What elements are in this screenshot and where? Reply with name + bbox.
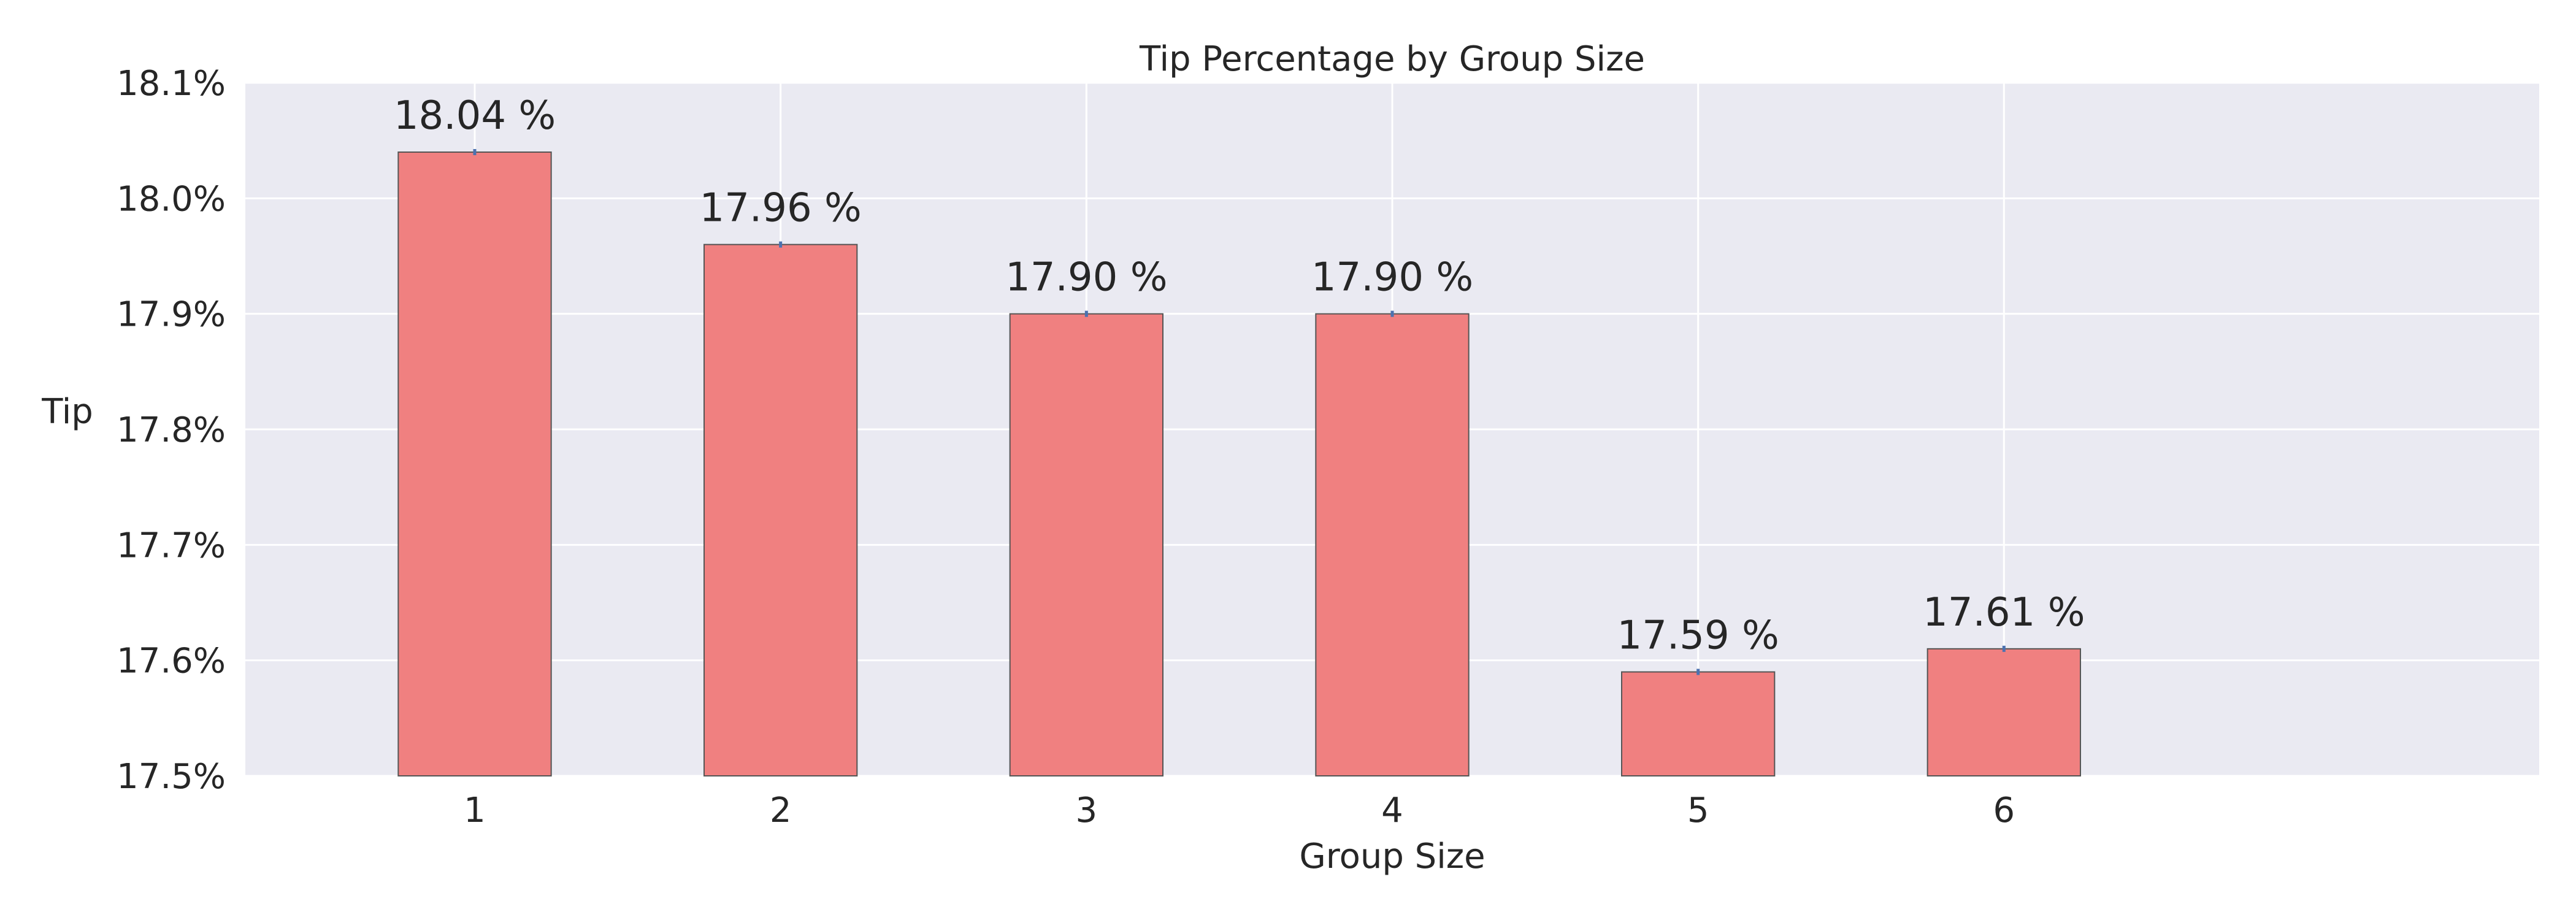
y-tick-label: 17.9%: [117, 295, 226, 335]
x-axis-ticks: 1 2 3 4 5 6: [464, 791, 2015, 830]
bar: [1621, 671, 1776, 776]
x-tick-label: 6: [1993, 791, 2015, 830]
x-tick-label: 4: [1381, 791, 1403, 830]
data-label: 18.04 %: [394, 93, 556, 139]
bar: [1009, 313, 1163, 776]
y-tick-label: 18.1%: [117, 64, 226, 104]
data-label: 17.61 %: [1923, 590, 2085, 635]
data-label: 17.90 %: [1311, 255, 1473, 301]
bars: [397, 151, 2082, 777]
y-tick-label: 17.8%: [117, 410, 226, 450]
x-axis-label: Group Size: [1299, 837, 1485, 876]
error-bars: [473, 149, 2006, 675]
data-labels: 18.04 % 17.96 % 17.90 % 17.90 % 17.59 % 17.61…: [394, 93, 2085, 659]
data-label: 17.96 %: [699, 186, 861, 231]
y-axis-label: Tip: [41, 392, 93, 432]
x-tick-label: 5: [1687, 791, 1709, 830]
data-label: 17.90 %: [1005, 255, 1167, 301]
y-axis-ticks: 17.5% 17.6% 17.7% 17.8% 17.9% 18.0% 18.1%: [117, 64, 226, 797]
chart-title: Tip Percentage by Group Size: [1139, 39, 1645, 79]
y-tick-label: 18.0%: [117, 179, 226, 219]
data-label: 17.59 %: [1617, 613, 1779, 659]
y-tick-label: 17.6%: [117, 642, 226, 681]
x-tick-label: 3: [1076, 791, 1098, 830]
x-tick-label: 1: [464, 791, 486, 830]
y-tick-label: 17.5%: [117, 757, 226, 797]
bar: [1315, 313, 1470, 776]
y-tick-label: 17.7%: [117, 526, 226, 565]
x-tick-label: 2: [770, 791, 792, 830]
bar: [703, 243, 858, 776]
bar: [1926, 648, 2082, 777]
bar: [397, 151, 552, 776]
